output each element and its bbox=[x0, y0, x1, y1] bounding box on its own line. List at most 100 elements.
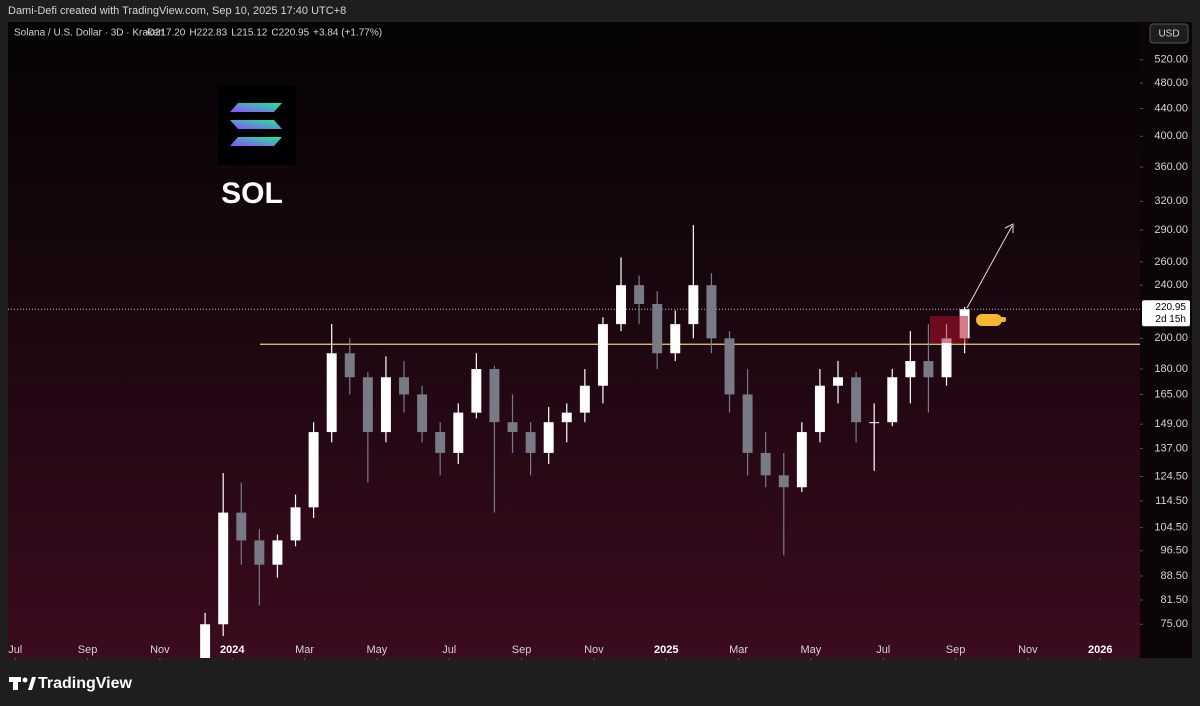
y-tick-label: 360.00 bbox=[1154, 161, 1188, 173]
candle-body bbox=[887, 377, 898, 423]
x-tick-label: Mar bbox=[729, 644, 748, 656]
last-price-tag bbox=[1142, 300, 1190, 327]
candle-body bbox=[833, 377, 843, 386]
y-tick-label: 320.00 bbox=[1154, 195, 1188, 207]
logo bbox=[230, 103, 282, 146]
candle-body bbox=[851, 377, 862, 423]
symbol-title: Solana / U.S. Dollar · 3D · Kraken bbox=[14, 28, 164, 39]
candle-body bbox=[597, 324, 608, 386]
candle-body bbox=[869, 422, 880, 424]
x-tick-label: Mar bbox=[295, 644, 314, 656]
candle-body bbox=[941, 338, 952, 378]
watermark: SOL bbox=[221, 177, 283, 210]
candle-body bbox=[905, 361, 916, 378]
x-tick-label: May bbox=[800, 644, 821, 656]
currency[interactable]: USD bbox=[1158, 29, 1179, 40]
candle-body bbox=[507, 422, 518, 433]
y-tick-label: 75.00 bbox=[1160, 618, 1188, 630]
y-tick-label: 240.00 bbox=[1154, 279, 1188, 291]
y-tick-label: 124.50 bbox=[1154, 470, 1188, 482]
candle-body bbox=[561, 412, 572, 423]
candle-body bbox=[724, 338, 735, 395]
ohlc-value: H222.83 bbox=[189, 28, 227, 39]
y-tick-label: 290.00 bbox=[1154, 224, 1188, 236]
candle-body bbox=[362, 377, 373, 433]
candle-body bbox=[796, 432, 807, 488]
y-tick-label: 200.00 bbox=[1154, 332, 1188, 344]
y-tick-label: 88.50 bbox=[1160, 570, 1188, 582]
y-tick-label: 104.50 bbox=[1154, 521, 1188, 533]
candle-body bbox=[218, 512, 229, 625]
candle-body bbox=[742, 394, 753, 453]
candle-body bbox=[634, 285, 645, 305]
y-tick-label: 480.00 bbox=[1154, 77, 1188, 89]
x-tick-label: Sep bbox=[512, 644, 532, 656]
y-tick-label: 400.00 bbox=[1154, 130, 1188, 142]
y-tick-label: 440.00 bbox=[1154, 102, 1188, 114]
footer bbox=[0, 660, 1200, 706]
candle-body bbox=[543, 422, 554, 453]
candle-body bbox=[344, 353, 355, 378]
arrow bbox=[966, 225, 1013, 309]
x-tick-label: 2026 bbox=[1088, 644, 1112, 656]
y-tick-label: 165.00 bbox=[1154, 388, 1188, 400]
y-tick-label: 114.50 bbox=[1155, 495, 1188, 507]
candle-body bbox=[688, 285, 699, 325]
candle-body bbox=[616, 285, 626, 325]
candle-body bbox=[814, 385, 825, 433]
x-tick-label: Nov bbox=[584, 644, 604, 656]
plot bbox=[8, 225, 1140, 658]
credit: Dami-Defi created with TradingView.com, … bbox=[8, 5, 346, 17]
ohlc-legend: O217.20 H222.83 L215.12 C220.95 +3.84 (+1.77… bbox=[147, 28, 382, 39]
candle-body bbox=[652, 304, 663, 354]
x-tick-label: Jul bbox=[442, 644, 456, 656]
candle-body bbox=[308, 432, 319, 508]
countdown: 2d 15h bbox=[1155, 314, 1186, 325]
candle-body bbox=[417, 394, 428, 433]
candle-body bbox=[923, 361, 934, 378]
x-tick-label: 2024 bbox=[220, 644, 245, 656]
y-tick-label: 520.00 bbox=[1154, 54, 1188, 66]
candle-body bbox=[670, 324, 681, 354]
candle-body bbox=[778, 475, 789, 488]
candle-body bbox=[326, 353, 337, 433]
x-tick-label: Nov bbox=[150, 644, 170, 656]
x-tick-label: 2025 bbox=[654, 644, 678, 656]
ohlc-value: +3.84 (+1.77%) bbox=[313, 28, 382, 39]
candle-body bbox=[272, 540, 283, 565]
candle-body bbox=[706, 285, 717, 339]
x-tick-label: Nov bbox=[1018, 644, 1038, 656]
plot-area bbox=[8, 22, 1140, 658]
y-tick-label: 96.50 bbox=[1160, 545, 1188, 557]
y-tick-label: 81.50 bbox=[1160, 594, 1188, 606]
axes: 75.00 81.50 88.50 96.50 104.50 114.50 124.50 13… bbox=[8, 54, 1190, 661]
last-price-label: 220.95 bbox=[1155, 302, 1186, 313]
candle-body bbox=[435, 432, 446, 453]
candle-body bbox=[579, 385, 590, 413]
candle-body bbox=[489, 369, 500, 423]
arrow-head bbox=[1004, 223, 1014, 233]
candle-body bbox=[399, 377, 409, 395]
y-tick-label: 149.00 bbox=[1154, 418, 1188, 430]
brand: TradingView bbox=[38, 675, 133, 692]
candle-body bbox=[471, 369, 482, 413]
candle-body bbox=[290, 507, 301, 541]
x-tick-label: Jul bbox=[8, 644, 22, 656]
candle-body bbox=[760, 452, 771, 476]
candle-body bbox=[380, 377, 391, 433]
candle-body bbox=[453, 412, 464, 453]
x-tick-label: Sep bbox=[946, 644, 966, 656]
currency-button[interactable] bbox=[1149, 23, 1189, 44]
x-tick-label: Sep bbox=[78, 644, 98, 656]
candle-body bbox=[236, 512, 247, 541]
y-tick-label: 260.00 bbox=[1154, 256, 1188, 268]
candle-body bbox=[200, 624, 211, 658]
y-tick-label: 180.00 bbox=[1154, 363, 1188, 375]
y-tick-label: 137.00 bbox=[1154, 443, 1188, 455]
x-tick-label: May bbox=[367, 644, 388, 656]
ohlc-value: L215.12 bbox=[231, 28, 268, 39]
candle-body bbox=[525, 432, 536, 453]
price-axis bbox=[1140, 22, 1192, 658]
pointing-hand bbox=[976, 314, 1006, 326]
